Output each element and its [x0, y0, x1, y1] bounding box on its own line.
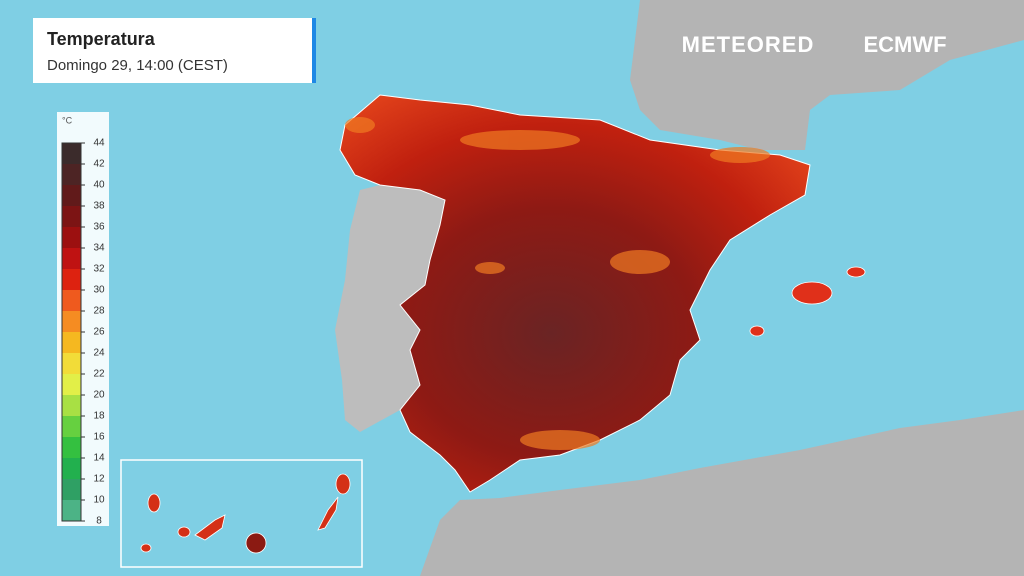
legend-swatch [62, 269, 81, 290]
legend-tick-label: 22 [93, 369, 105, 380]
legend-tick-label: 18 [93, 411, 105, 422]
canaries [140, 473, 351, 554]
legend-tick-label: 36 [93, 222, 105, 233]
legend-tick-label: 16 [93, 432, 105, 443]
legend-swatch [62, 479, 81, 500]
legend-swatch [62, 353, 81, 374]
legend-tick-label: 42 [93, 159, 105, 170]
legend-swatch [62, 185, 81, 206]
legend-tick-label: 24 [93, 348, 105, 359]
legend-swatch [62, 416, 81, 437]
legend-tick-label: 14 [93, 453, 105, 464]
title-box [33, 18, 316, 83]
legend-swatch [62, 206, 81, 227]
legend-swatch [62, 290, 81, 311]
legend-tick-label: 32 [93, 264, 105, 275]
legend-swatch [62, 164, 81, 185]
portugal [335, 185, 445, 432]
legend-tick-label: 20 [93, 390, 105, 401]
legend-swatch [62, 332, 81, 353]
legend-tick-label: 12 [93, 474, 105, 485]
africa [420, 410, 1024, 576]
legend-tick-label: 44 [93, 138, 105, 149]
legend-swatch [62, 437, 81, 458]
legend-swatch [62, 311, 81, 332]
legend-tick-label: 26 [93, 327, 105, 338]
legend-tick-label: 34 [93, 243, 105, 254]
legend-tick-label: 10 [93, 495, 105, 506]
balearics [749, 266, 866, 337]
legend-swatch [62, 227, 81, 248]
legend-tick-label: 8 [96, 516, 102, 527]
title-accent [312, 18, 316, 83]
legend-tick-label: 28 [93, 306, 105, 317]
legend: 44 42 40 38 36 34 32 30 28 26 24 22 20 18 16 14 12 10 8 [61, 138, 105, 527]
legend-swatch [62, 248, 81, 269]
canary-inset [120, 459, 363, 568]
legend-unit: °C [62, 115, 73, 125]
legend-tick-label: 40 [93, 180, 105, 191]
legend-swatch [62, 458, 81, 479]
legend-swatch [62, 374, 81, 395]
legend-tick-label: 30 [93, 285, 105, 296]
hot-spots [345, 117, 770, 450]
legend-tick-label: 38 [93, 201, 105, 212]
legend-swatch [62, 395, 81, 416]
title: Temperatura [47, 29, 156, 49]
legend-swatch [62, 143, 81, 164]
spain [339, 94, 811, 493]
brand-ecmwf: ECMWF [863, 32, 946, 57]
france [560, 0, 1024, 150]
legend-swatch [62, 500, 81, 521]
brand-meteored: METEORED [682, 32, 815, 57]
subtitle: Domingo 29, 14:00 (CEST) [47, 57, 228, 74]
